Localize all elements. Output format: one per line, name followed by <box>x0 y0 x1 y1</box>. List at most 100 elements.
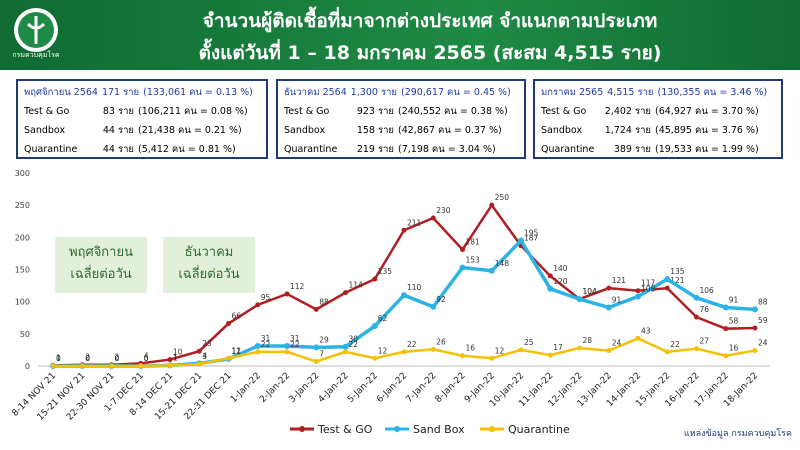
point <box>577 296 582 302</box>
note-text: เฉลี่ยต่อวัน <box>178 267 240 282</box>
summary-count: 44 ราย <box>102 144 134 155</box>
data-label: 121 <box>612 276 627 285</box>
data-label: 195 <box>524 229 539 238</box>
summary-label: ธันวาคม 2564 <box>284 87 347 98</box>
summary-row: Quarantine 44 ราย (5,412 คน = 0.81 %) <box>24 140 260 159</box>
data-label: 0 <box>56 354 61 363</box>
summary-box: ธันวาคม 2564 1,300 ราย (290,617 คน = 0.45 … <box>276 79 526 159</box>
summary-label: Quarantine <box>284 144 338 155</box>
logo-text: กรมควบคุมโรค <box>12 51 60 59</box>
summary-count: 219 ราย <box>356 144 394 155</box>
data-label: 0 <box>85 354 90 363</box>
point <box>255 349 261 355</box>
point <box>137 363 144 369</box>
data-label: 22 <box>349 340 359 349</box>
point <box>108 363 115 369</box>
summary-detail: (240,552 คน = 0.38 %) <box>398 106 508 117</box>
point <box>518 237 524 244</box>
data-label: 250 <box>495 193 510 202</box>
x-tick-label: 15-21 DEC 21 <box>153 371 204 422</box>
point <box>226 321 231 327</box>
point <box>752 348 758 354</box>
data-label: 7 <box>319 349 324 358</box>
data-label: 0 <box>115 354 120 363</box>
point <box>343 349 348 355</box>
point <box>372 276 378 282</box>
summary-label: Quarantine <box>24 144 78 155</box>
x-tick-label: 8-14 NOV 21 <box>10 371 58 419</box>
data-label: 120 <box>553 277 568 286</box>
legend-label: Test & GO <box>317 423 373 436</box>
point <box>430 215 436 221</box>
point <box>79 363 85 369</box>
point <box>109 363 114 369</box>
data-label: 29 <box>319 335 329 344</box>
data-label: 11 <box>232 347 242 356</box>
data-label: 148 <box>495 259 510 268</box>
summary-count: 158 ราย <box>356 125 394 136</box>
data-label: 66 <box>232 312 242 321</box>
y-tick-label: 0 <box>25 362 30 371</box>
legend-marker <box>489 426 495 432</box>
summary-row: Sandbox 1,724 ราย (45,895 คน = 3.76 %) <box>541 121 775 140</box>
summary-detail: (21,438 คน = 0.21 %) <box>138 125 242 136</box>
data-label: 4 <box>202 351 207 360</box>
summary-label: พฤศจิกายน 2564 <box>24 87 98 98</box>
point <box>284 349 290 355</box>
summary-row: Quarantine 219 ราย (7,198 คน = 3.04 %) <box>284 140 518 159</box>
summary-box: มกราคม 2565 4,515 ราย (130,355 คน = 3.46 %… <box>533 79 783 159</box>
series-line <box>53 237 756 368</box>
data-label: 0 <box>115 354 120 363</box>
data-label: 24 <box>612 339 622 348</box>
data-label: 28 <box>583 336 593 345</box>
data-label: 22 <box>407 340 417 349</box>
summary-detail: (5,412 คน = 0.81 %) <box>138 144 236 155</box>
x-tick-label: 22-31 DEC 21 <box>183 371 234 422</box>
data-label: 106 <box>700 286 715 295</box>
point <box>284 291 290 297</box>
data-label: 30 <box>349 335 359 344</box>
summary-count: 389 ราย <box>613 144 651 155</box>
x-tick-label: 2-Jan-22 <box>258 371 292 405</box>
point <box>255 302 261 308</box>
summary-label: Quarantine <box>541 144 595 155</box>
month-note: ธันวาคม เฉลี่ยต่อวัน <box>163 237 255 293</box>
data-label: 31 <box>261 334 271 343</box>
summary-label: Test & Go <box>24 106 70 117</box>
y-tick-label: 200 <box>15 233 30 242</box>
data-label: 135 <box>378 267 393 276</box>
data-label: 91 <box>729 295 739 304</box>
summary-row: Sandbox 158 ราย (42,867 คน = 0.37 %) <box>284 121 518 140</box>
summary-row: Test & Go 2,402 ราย (64,927 คน = 3.70 %) <box>541 102 775 121</box>
data-label: 104 <box>583 287 598 296</box>
point <box>605 304 612 311</box>
summary-detail: (130,355 คน = 3.46 %) <box>657 87 768 98</box>
point <box>254 343 261 350</box>
point <box>79 362 85 368</box>
summary-row: Test & Go 83 ราย (106,211 คน = 0.08 %) <box>24 102 260 121</box>
data-label: 181 <box>466 238 481 247</box>
data-label: 2 <box>85 353 90 362</box>
x-tick-label: 14-Jan-22 <box>605 371 643 409</box>
data-label: 121 <box>670 276 685 285</box>
point <box>460 247 465 253</box>
data-label: 108 <box>641 285 656 294</box>
point <box>635 288 641 294</box>
x-tick-label: 1-Jan-22 <box>229 371 263 405</box>
summary-label: Sandbox <box>24 125 66 136</box>
summary-detail: (106,211 คน = 0.08 %) <box>138 106 248 117</box>
summary-count: 44 ราย <box>102 125 134 136</box>
data-label: 117 <box>641 279 656 288</box>
point <box>372 355 378 361</box>
x-tick-label: 17-Jan-22 <box>693 371 731 409</box>
point <box>635 335 641 341</box>
point <box>664 349 670 355</box>
data-label: 1 <box>173 353 178 362</box>
summary-label: มกราคม 2565 <box>541 87 604 98</box>
summary-detail: (45,895 คน = 3.76 %) <box>655 125 759 136</box>
summary-count: 2,402 ราย <box>604 106 651 117</box>
summary-label: Sandbox <box>541 125 583 136</box>
data-label: 91 <box>612 295 622 304</box>
point <box>167 362 173 368</box>
point <box>196 348 202 354</box>
